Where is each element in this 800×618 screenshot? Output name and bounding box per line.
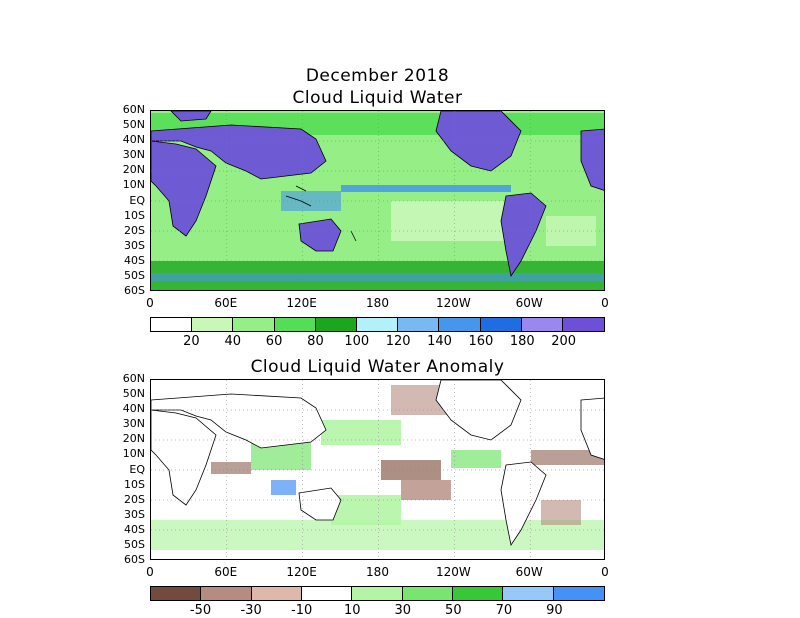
lat-label: 30S xyxy=(124,238,145,252)
colorbar-swatch xyxy=(233,318,275,331)
lon-label: 0 xyxy=(601,565,609,579)
colorbar-swatch xyxy=(521,318,563,331)
lon-label: 0 xyxy=(601,296,609,310)
lat-label: 40N xyxy=(122,402,145,416)
panel1-title: Cloud Liquid Water xyxy=(292,88,463,108)
colorbar-label: 100 xyxy=(344,334,370,349)
colorbar-label: 80 xyxy=(307,334,324,349)
lat-label: 30N xyxy=(122,417,145,431)
colorbar-swatch xyxy=(315,318,357,331)
colorbar-swatch xyxy=(439,318,481,331)
lat-label: 20N xyxy=(122,163,145,177)
colorbar-swatch xyxy=(398,318,440,331)
continents-panel2 xyxy=(151,380,604,547)
colorbar-label: 120 xyxy=(385,334,411,349)
lat-label: 60S xyxy=(124,553,145,566)
cloud-liquid-water-map-canvas xyxy=(151,111,604,290)
colorbar-swatch xyxy=(251,587,302,600)
lat-label: 50S xyxy=(124,268,145,282)
colorbar-label: 30 xyxy=(394,603,412,618)
lat-label: 10S xyxy=(124,208,145,222)
colorbar-swatch xyxy=(151,318,193,331)
colorbar-swatch xyxy=(562,318,605,331)
panel2-title: Cloud Liquid Water Anomaly xyxy=(250,357,505,377)
lon-label: 180 xyxy=(366,565,389,579)
colorbar-cloud-liquid-water xyxy=(150,317,605,332)
colorbar-swatch xyxy=(356,318,399,331)
lat-label: 20S xyxy=(124,492,145,506)
lat-label: 40S xyxy=(124,253,145,267)
southern-blue-band xyxy=(151,273,604,281)
colorbar-label: 20 xyxy=(183,334,200,349)
colorbar-swatch xyxy=(402,587,453,600)
islands-panel1 xyxy=(285,185,357,242)
colorbar-swatch xyxy=(480,318,522,331)
colorbar-label: 60 xyxy=(265,334,283,349)
lat-label: 50N xyxy=(122,387,145,401)
colorbar-label: 140 xyxy=(427,334,452,349)
lon-label: 60E xyxy=(214,565,238,579)
itcz-band xyxy=(341,185,511,192)
anomaly-patches xyxy=(151,385,604,550)
lon-label: 0 xyxy=(146,296,154,310)
colorbar-label: 90 xyxy=(546,603,563,618)
lat-label: 30S xyxy=(124,507,145,521)
lat-label: 10N xyxy=(122,178,145,192)
colorbar-label: -10 xyxy=(291,603,313,618)
figure-title: December 2018 xyxy=(305,66,450,86)
lat-label: 20S xyxy=(124,223,145,237)
colorbar-swatch xyxy=(553,587,604,600)
colorbar-label: 40 xyxy=(224,334,241,349)
colorbar-swatch xyxy=(503,587,554,600)
colorbar-swatch xyxy=(274,318,316,331)
lat-label: 50S xyxy=(124,537,145,551)
colorbar-swatch xyxy=(201,587,252,600)
lon-label: 0 xyxy=(146,565,154,579)
lat-label: 10S xyxy=(124,477,145,491)
lon-label: 180 xyxy=(366,296,389,310)
cloud-liquid-water-map xyxy=(150,110,605,291)
anomaly-map-canvas xyxy=(151,380,604,559)
colorbar-label: 50 xyxy=(445,603,462,618)
colorbar-swatch xyxy=(352,587,403,600)
colorbar-label: 180 xyxy=(509,334,535,349)
lat-label: 20N xyxy=(122,432,145,446)
lat-label: 50N xyxy=(122,118,145,132)
colorbar-swatch xyxy=(452,587,504,600)
colorbar-label: 160 xyxy=(468,334,494,349)
colorbar-label: 200 xyxy=(551,334,577,349)
lat-label: EQ xyxy=(129,193,145,207)
lon-label: 120W xyxy=(435,296,471,310)
lat-label: EQ xyxy=(129,462,145,476)
colorbar-swatch xyxy=(151,587,202,600)
lat-label: 60N xyxy=(122,372,145,385)
lon-label: 60W xyxy=(515,296,543,310)
lon-label: 60E xyxy=(214,296,238,310)
lon-label: 120W xyxy=(435,565,471,579)
cloud-liquid-water-anomaly-map xyxy=(150,379,605,560)
lat-label: 30N xyxy=(122,148,145,162)
lat-label: 40N xyxy=(122,133,145,147)
lat-label: 40S xyxy=(124,522,145,536)
colorbar-label: -50 xyxy=(189,603,212,618)
colorbar-anomaly xyxy=(150,586,605,601)
colorbar-label: 70 xyxy=(495,603,513,618)
lat-label: 10N xyxy=(122,447,145,461)
lon-label: 60W xyxy=(515,565,543,579)
continents-panel1 xyxy=(151,111,604,278)
lon-label: 120E xyxy=(286,296,317,310)
lat-label: 60S xyxy=(124,284,145,297)
colorbar-swatch xyxy=(301,587,353,600)
colorbar-label: 10 xyxy=(343,603,361,618)
colorbar-swatch xyxy=(192,318,234,331)
lat-label: 60N xyxy=(122,103,145,116)
dry-zone-pacific xyxy=(391,201,521,241)
lon-label: 120E xyxy=(286,565,317,579)
colorbar-label: -30 xyxy=(240,603,262,618)
